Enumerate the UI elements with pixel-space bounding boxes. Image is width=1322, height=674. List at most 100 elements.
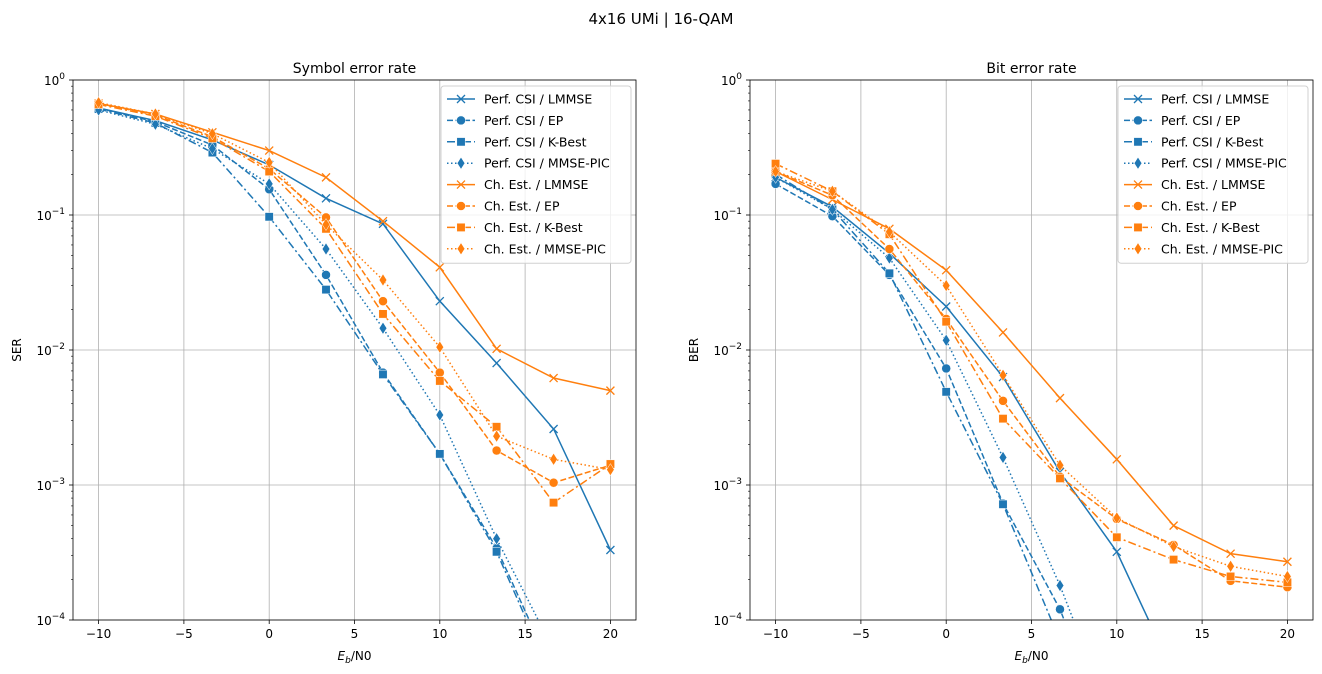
series-line — [98, 102, 611, 392]
data-point — [1226, 549, 1236, 559]
data-point — [1283, 570, 1292, 583]
data-point — [378, 321, 388, 335]
data-point — [605, 386, 615, 396]
data-point — [435, 296, 445, 306]
ser-plot: −10 −5 0 5 10 15 20 10−4 10−3 10−2 10−1 100 Symbol e… — [10, 61, 637, 666]
legend-marker — [1133, 94, 1143, 104]
legend-marker — [1133, 222, 1143, 232]
data-point — [1055, 579, 1065, 593]
data-point — [151, 107, 160, 121]
legend-item: Ch. Est. / MMSE-PIC — [1124, 241, 1283, 256]
legend-label: Perf. CSI / EP — [1161, 113, 1241, 128]
series-line — [98, 101, 611, 471]
legend: Perf. CSI / LMMSE Perf. CSI / EP Perf. CSI… — [1117, 85, 1309, 264]
series-line — [98, 107, 612, 551]
data-point — [94, 96, 103, 110]
data-point — [885, 225, 894, 239]
data-point — [1055, 473, 1065, 483]
data-point — [771, 165, 780, 178]
data-point — [549, 452, 558, 466]
y-tick-label: 100 — [721, 72, 742, 88]
y-axis-label: SER — [10, 338, 24, 362]
legend-item: Ch. Est. / EP — [1124, 199, 1237, 214]
legend-marker — [1133, 115, 1143, 126]
series-group — [770, 159, 1293, 620]
legend-item: Perf. CSI / EP — [1124, 113, 1241, 128]
data-point — [378, 273, 388, 287]
legend-label: Perf. CSI / MMSE-PIC — [484, 156, 610, 171]
y-tick-label: 10−3 — [36, 477, 65, 493]
legend-marker — [456, 115, 466, 126]
data-point — [378, 219, 388, 229]
data-point — [1226, 572, 1236, 581]
data-point — [492, 532, 501, 546]
legend-item: Perf. CSI / K-Best — [1124, 134, 1264, 149]
data-point — [941, 317, 951, 327]
x-tick-label: −10 — [763, 627, 788, 641]
data-point — [378, 369, 388, 379]
data-point — [884, 244, 895, 254]
data-point — [151, 117, 160, 131]
legend-label: Perf. CSI / MMSE-PIC — [1161, 156, 1287, 171]
subplot-title: Bit error rate — [986, 61, 1076, 77]
data-point — [378, 296, 388, 306]
data-point — [491, 445, 502, 456]
legend: Perf. CSI / LMMSE Perf. CSI / EP Perf. CSI… — [440, 85, 632, 264]
data-point — [942, 279, 951, 293]
data-point — [1282, 557, 1292, 567]
legend-item: Perf. CSI / MMSE-PIC — [447, 156, 610, 171]
legend-marker — [1133, 156, 1143, 170]
legend-marker — [456, 156, 466, 170]
series-line — [775, 170, 1288, 588]
legend-item: Perf. CSI / K-Best — [447, 134, 587, 149]
legend-marker — [456, 137, 466, 147]
data-point — [321, 218, 331, 231]
data-point — [998, 414, 1008, 424]
data-point — [549, 498, 559, 508]
x-tick-label: 10 — [1109, 627, 1124, 641]
y-tick-label: 100 — [44, 72, 65, 88]
data-point — [321, 285, 331, 295]
data-point — [1112, 547, 1122, 557]
data-point — [378, 309, 388, 319]
data-point — [1169, 540, 1178, 554]
legend-marker — [1133, 180, 1143, 190]
data-point — [1169, 555, 1179, 565]
legend-item: Ch. Est. / K-Best — [447, 220, 583, 235]
x-tick-label: 5 — [351, 627, 359, 641]
y-tick-label: 10−4 — [36, 612, 65, 628]
data-point — [828, 202, 837, 216]
legend-item: Perf. CSI / MMSE-PIC — [1124, 156, 1287, 171]
subplot-title: Symbol error rate — [293, 61, 416, 77]
legend-label: Ch. Est. / LMMSE — [484, 177, 589, 192]
y-tick-label: 10−3 — [713, 477, 742, 493]
data-point — [265, 177, 274, 191]
y-axis-label: BER — [687, 338, 701, 362]
x-tick-label: 5 — [1028, 627, 1036, 641]
x-tick-label: 0 — [942, 627, 950, 641]
legend-label: Ch. Est. / LMMSE — [1161, 177, 1266, 192]
data-point — [941, 302, 951, 311]
legend-box — [440, 85, 632, 264]
legend-marker — [456, 180, 466, 190]
data-point — [998, 396, 1008, 406]
data-point — [549, 424, 559, 434]
x-axis-label: Eb/N0 — [1015, 649, 1049, 666]
legend-item: Ch. Est. / EP — [447, 199, 560, 214]
series-line — [775, 176, 1075, 620]
series-line — [775, 170, 1288, 563]
data-point — [548, 477, 559, 488]
x-tick-label: −10 — [86, 627, 111, 641]
legend-box — [1117, 85, 1309, 264]
data-point — [435, 340, 444, 354]
x-tick-label: 10 — [432, 627, 447, 641]
legend-marker — [456, 222, 466, 232]
y-tick-label: 10−1 — [713, 207, 742, 223]
data-point — [549, 373, 559, 383]
data-point — [941, 387, 951, 397]
x-tick-label: 15 — [1194, 627, 1209, 641]
axes-frame — [749, 79, 1314, 621]
legend-label: Ch. Est. / EP — [1161, 199, 1237, 214]
data-point — [1112, 532, 1122, 542]
legend-label: Ch. Est. / K-Best — [1161, 220, 1260, 235]
